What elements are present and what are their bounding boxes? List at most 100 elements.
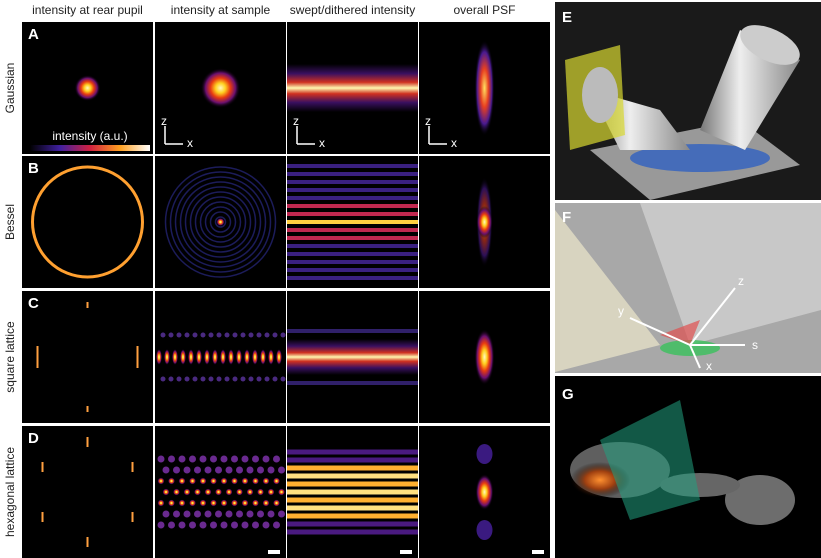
intensity-pattern: [242, 456, 249, 463]
intensity-pattern: [252, 478, 259, 485]
colorbar: [30, 145, 150, 151]
panel-letter: C: [28, 295, 39, 312]
intensity-pattern: [42, 512, 44, 522]
intensity-pattern: [200, 456, 207, 463]
image-panel: [22, 156, 153, 288]
axis-label: s: [752, 338, 758, 352]
intensity-pattern: [278, 511, 285, 518]
intensity-pattern: [273, 522, 280, 529]
intensity-pattern: [247, 489, 254, 496]
panel-g: G: [555, 376, 821, 558]
intensity-pattern: [210, 478, 217, 485]
intensity-pattern: [200, 478, 207, 485]
intensity-pattern: [287, 474, 418, 479]
intensity-pattern: [231, 478, 238, 485]
intensity-pattern: [158, 456, 165, 463]
intensity-pattern: [477, 206, 493, 238]
intensity-pattern: [247, 467, 254, 474]
intensity-pattern: [265, 377, 270, 382]
intensity-pattern: [273, 456, 280, 463]
intensity-pattern: [161, 377, 166, 382]
intensity-pattern: [257, 489, 264, 496]
intensity-pattern: [287, 212, 418, 216]
axis-label: z: [425, 114, 431, 128]
intensity-pattern: [287, 164, 418, 168]
intensity-pattern: [158, 500, 165, 507]
intensity-pattern: [231, 500, 238, 507]
panel-f: z y s x F: [555, 203, 821, 373]
intensity-pattern: [205, 511, 212, 518]
intensity-pattern: [287, 339, 418, 375]
intensity-pattern: [263, 500, 270, 507]
intensity-pattern: [177, 333, 182, 338]
colorbar-label: intensity (a.u.): [52, 129, 127, 143]
intensity-pattern: [287, 64, 418, 112]
intensity-pattern: [184, 511, 191, 518]
intensity-pattern: [257, 377, 262, 382]
intensity-pattern: [273, 500, 280, 507]
intensity-pattern: [287, 514, 418, 519]
intensity-pattern: [194, 511, 201, 518]
intensity-pattern: [231, 456, 238, 463]
intensity-pattern: [168, 522, 175, 529]
intensity-pattern: [184, 467, 191, 474]
intensity-pattern: [185, 377, 190, 382]
intensity-pattern: [287, 220, 418, 224]
intensity-pattern: [287, 188, 418, 192]
intensity-pattern: [194, 489, 201, 496]
intensity-pattern: [179, 500, 186, 507]
intensity-pattern: [236, 511, 243, 518]
intensity-pattern: [287, 530, 418, 535]
intensity-pattern: [132, 462, 134, 472]
intensity-pattern: [184, 489, 191, 496]
intensity-pattern: [210, 500, 217, 507]
intensity-pattern: [163, 511, 170, 518]
intensity-pattern: [287, 276, 418, 280]
intensity-pattern: [287, 180, 418, 184]
intensity-pattern: [172, 349, 178, 365]
intensity-pattern: [87, 537, 89, 547]
intensity-pattern: [265, 333, 270, 338]
intensity-pattern: [87, 406, 89, 412]
intensity-pattern: [209, 377, 214, 382]
column-header: intensity at rear pupil: [32, 3, 143, 17]
intensity-pattern: [273, 478, 280, 485]
axis-label: x: [706, 359, 712, 373]
intensity-pattern: [217, 218, 225, 226]
figure: intensity at rear pupilintensity at samp…: [0, 0, 821, 558]
intensity-pattern: [194, 467, 201, 474]
panel-letter: F: [562, 209, 571, 226]
intensity-pattern: [189, 478, 196, 485]
intensity-pattern: [263, 522, 270, 529]
intensity-pattern: [179, 456, 186, 463]
intensity-pattern: [189, 456, 196, 463]
intensity-pattern: [287, 196, 418, 200]
panel-letter: D: [28, 430, 39, 447]
intensity-pattern: [273, 377, 278, 382]
intensity-pattern: [220, 349, 226, 365]
axis-label: z: [738, 274, 744, 288]
intensity-pattern: [273, 333, 278, 338]
intensity-pattern: [287, 498, 418, 503]
panel-e: E: [555, 2, 821, 200]
intensity-pattern: [475, 40, 495, 136]
intensity-pattern: [196, 349, 202, 365]
intensity-pattern: [287, 458, 418, 463]
intensity-pattern: [42, 462, 44, 472]
intensity-pattern: [221, 500, 228, 507]
intensity-pattern: [287, 466, 418, 471]
intensity-pattern: [169, 377, 174, 382]
intensity-pattern: [278, 489, 285, 496]
scale-bar: [532, 550, 544, 554]
column-header: swept/dithered intensity: [290, 3, 415, 17]
intensity-pattern: [164, 349, 170, 365]
intensity-pattern: [163, 489, 170, 496]
intensity-pattern: [236, 349, 242, 365]
row-label: Gaussian: [3, 63, 17, 114]
intensity-pattern: [287, 268, 418, 272]
axis-label: x: [319, 136, 325, 150]
intensity-pattern: [225, 333, 230, 338]
intensity-pattern: [263, 478, 270, 485]
intensity-pattern: [87, 437, 89, 447]
intensity-pattern: [221, 522, 228, 529]
